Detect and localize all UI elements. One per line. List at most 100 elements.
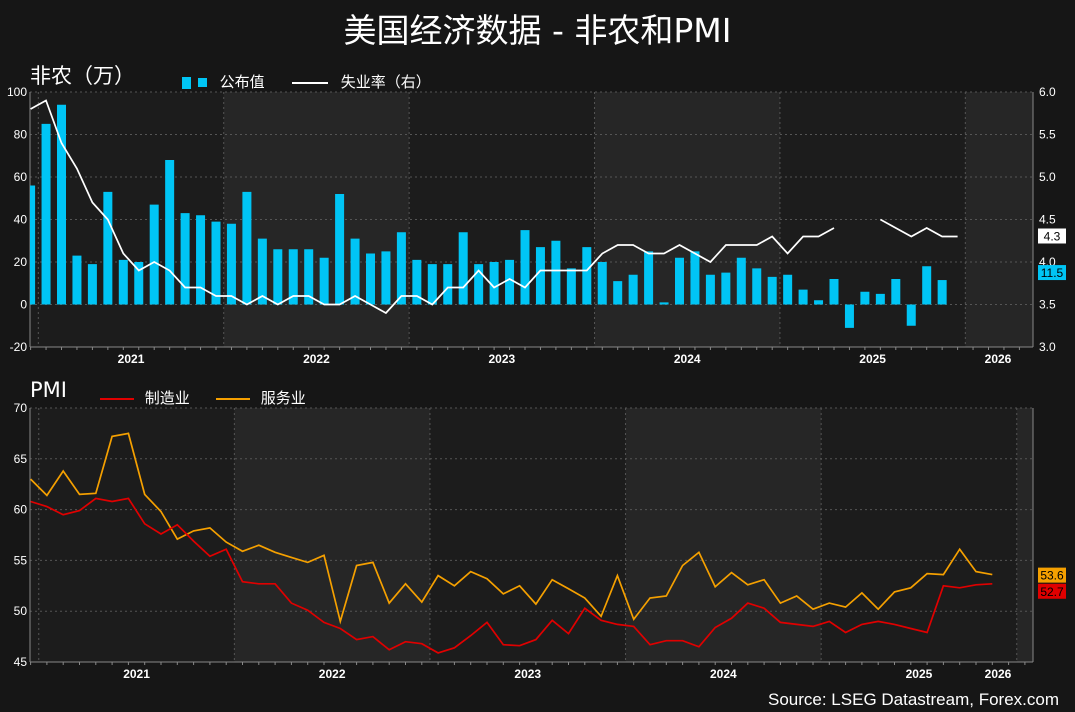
nonfarm-bar bbox=[458, 232, 468, 305]
year-band bbox=[1016, 408, 1033, 662]
nonfarm-bar bbox=[721, 272, 731, 305]
nonfarm-bar bbox=[257, 238, 267, 305]
y-tick-label: 60 bbox=[14, 170, 28, 184]
legend-manufacturing-label: 制造业 bbox=[144, 389, 190, 407]
unemployment-last-value-bg bbox=[1038, 228, 1066, 244]
legend-bars-label: 公布值 bbox=[219, 73, 265, 91]
chart-title: 美国经济数据 - 非农和PMI bbox=[343, 11, 732, 50]
nonfarm-bar bbox=[844, 304, 854, 328]
nonfarm-bar bbox=[41, 123, 51, 305]
pmi-panel: 45 50 55 60 65 70 2021 2022 2023 2024 2025 2026 53.6… bbox=[14, 401, 1066, 681]
y-right-tick-label: 4.5 bbox=[1039, 213, 1056, 227]
year-band bbox=[234, 408, 430, 662]
x-year-label: 2023 bbox=[514, 667, 541, 681]
nonfarm-bar bbox=[814, 300, 824, 305]
x-year-label: 2025 bbox=[906, 667, 933, 681]
nonfarm-bar bbox=[165, 160, 175, 305]
services-pmi-line bbox=[29, 432, 993, 625]
legend-unemployment: 失业率（右） bbox=[292, 71, 431, 92]
x-year-label: 2024 bbox=[674, 352, 701, 366]
nonfarm-last-value: 11.5 bbox=[1041, 266, 1064, 280]
nonfarm-bar bbox=[582, 247, 592, 305]
nonfarm-bar bbox=[535, 247, 545, 305]
nonfarm-bar bbox=[767, 276, 777, 305]
nonfarm-bar bbox=[675, 257, 684, 305]
nonfarm-bar bbox=[443, 264, 453, 305]
manufacturing-last-value: 52.7 bbox=[1040, 585, 1064, 599]
y-tick-label: 50 bbox=[14, 604, 28, 618]
y-right-tick-label: 3.5 bbox=[1039, 298, 1056, 312]
nonfarm-bar bbox=[211, 221, 221, 305]
nonfarm-bar bbox=[597, 262, 607, 305]
nonfarm-bar bbox=[736, 257, 746, 305]
y-tick-label: 45 bbox=[14, 655, 28, 669]
x-year-label: 2023 bbox=[488, 352, 515, 366]
y-tick-label: -20 bbox=[10, 340, 28, 354]
nonfarm-bar bbox=[103, 191, 113, 305]
y-tick-label: 80 bbox=[14, 128, 28, 142]
nonfarm-bar bbox=[118, 259, 128, 305]
y-tick-label: 55 bbox=[14, 553, 28, 567]
nonfarm-bar bbox=[134, 262, 144, 305]
y-right-tick-label: 5.5 bbox=[1039, 128, 1056, 142]
nonfarm-bar bbox=[906, 304, 916, 326]
unemployment-last-value: 4.3 bbox=[1044, 230, 1061, 244]
nonfarm-bar bbox=[273, 249, 283, 305]
y-tick-label: 60 bbox=[14, 503, 28, 517]
x-year-label: 2021 bbox=[123, 667, 150, 681]
x-year-label: 2025 bbox=[859, 352, 886, 366]
nonfarm-bar bbox=[196, 215, 206, 305]
legend-bars: 公布值 bbox=[182, 71, 265, 92]
nonfarm-bar bbox=[705, 274, 715, 305]
x-year-label: 2022 bbox=[319, 667, 346, 681]
nonfarm-bar bbox=[57, 104, 66, 305]
plot-area bbox=[30, 408, 1033, 662]
nonfarm-bar bbox=[505, 259, 515, 305]
manufacturing-pmi-line bbox=[30, 497, 993, 654]
nonfarm-bar bbox=[226, 223, 236, 305]
nonfarm-bar bbox=[489, 262, 499, 305]
nonfarm-bar bbox=[72, 255, 82, 305]
nonfarm-bar bbox=[566, 268, 576, 305]
nonfarm-bar bbox=[752, 268, 762, 305]
nonfarm-bar bbox=[242, 191, 252, 305]
x-year-label: 2021 bbox=[118, 352, 145, 366]
nonfarm-bar bbox=[350, 238, 360, 305]
nonfarm-bar bbox=[829, 279, 839, 305]
services-last-value-bg bbox=[1038, 567, 1066, 583]
y-right-tick-label: 5.0 bbox=[1039, 170, 1056, 184]
nonfarm-bar bbox=[180, 213, 190, 305]
x-year-label: 2026 bbox=[985, 352, 1012, 366]
nonfarm-bar bbox=[427, 264, 437, 305]
x-year-label: 2022 bbox=[303, 352, 330, 366]
unemployment-line bbox=[30, 99, 958, 315]
nonfarm-bar bbox=[87, 264, 97, 305]
nonfarm-bar bbox=[381, 251, 391, 305]
pmi-ylabel: PMI bbox=[30, 378, 67, 402]
nonfarm-ylabel: 非农（万） bbox=[30, 64, 135, 88]
nonfarm-bar bbox=[288, 249, 298, 305]
y-tick-label: 0 bbox=[20, 298, 27, 312]
nonfarm-bar bbox=[875, 293, 885, 305]
nonfarm-bar bbox=[922, 266, 932, 305]
y-tick-label: 70 bbox=[14, 401, 28, 415]
legend-manufacturing: 制造业 bbox=[100, 387, 190, 408]
nonfarm-last-value-bg bbox=[1038, 265, 1066, 281]
nonfarm-bar bbox=[30, 185, 36, 305]
legend-services-label: 服务业 bbox=[260, 389, 306, 407]
nonfarm-bar bbox=[628, 274, 638, 305]
year-band bbox=[625, 408, 822, 662]
nonfarm-bar bbox=[690, 251, 700, 305]
nonfarm-bar bbox=[335, 194, 345, 305]
nonfarm-bar bbox=[149, 204, 159, 305]
nonfarm-bar bbox=[644, 251, 654, 305]
legend-unemployment-label: 失业率（右） bbox=[340, 73, 431, 91]
nonfarm-bar bbox=[520, 230, 530, 305]
nonfarm-bar bbox=[304, 249, 314, 305]
services-last-value: 53.6 bbox=[1040, 569, 1064, 583]
y-right-tick-label: 6.0 bbox=[1039, 85, 1056, 99]
legend-services: 服务业 bbox=[216, 387, 306, 408]
nonfarm-bar bbox=[659, 302, 669, 305]
nonfarm-bar bbox=[474, 264, 484, 305]
